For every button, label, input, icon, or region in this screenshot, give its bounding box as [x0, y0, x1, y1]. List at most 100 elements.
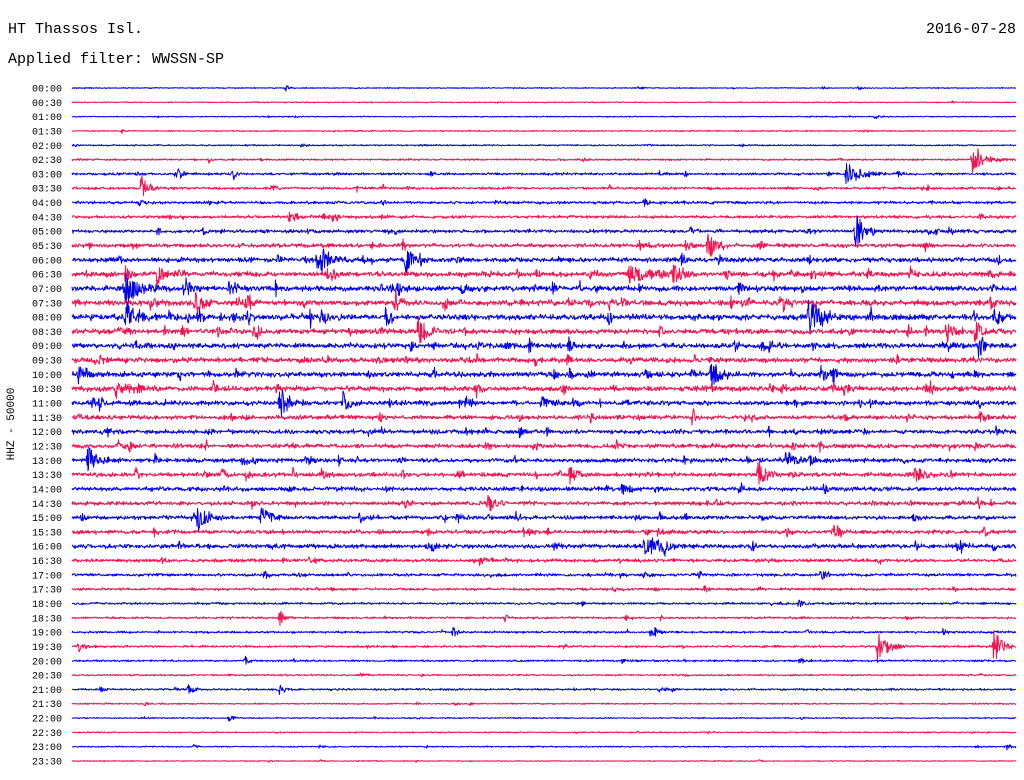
- trace-04-00: [71, 198, 1017, 207]
- trace-05-00: [71, 215, 1017, 247]
- trace-02-00: [71, 143, 1017, 148]
- trace-21-00: [71, 684, 1016, 695]
- trace-00-30: [71, 100, 1017, 104]
- time-label: 17:00: [32, 571, 62, 582]
- trace-16-00: [71, 537, 1017, 557]
- time-label: 14:30: [32, 500, 62, 511]
- trace-18-00: [71, 599, 1017, 608]
- seismogram-traces: [71, 85, 1017, 763]
- trace-19-00: [71, 626, 1017, 637]
- trace-10-30: [71, 379, 1017, 399]
- time-label: 13:30: [32, 471, 62, 482]
- trace-12-00: [71, 425, 1017, 439]
- trace-23-30: [71, 759, 1017, 763]
- time-label: 16:00: [32, 543, 62, 554]
- time-label: 20:30: [32, 672, 62, 683]
- time-label: 13:00: [32, 457, 62, 468]
- time-label: 11:30: [32, 414, 62, 425]
- time-label: 03:00: [32, 170, 62, 181]
- time-label: 18:00: [32, 600, 62, 611]
- time-label: 07:30: [32, 299, 62, 310]
- time-labels: 00:00 00:30 01:00 01:30 02:00 02:30 03:00 03:30…: [32, 85, 62, 769]
- time-label: 09:30: [32, 357, 62, 368]
- time-label: 11:00: [32, 400, 62, 411]
- time-label: 12:00: [32, 428, 62, 439]
- time-label: 18:30: [32, 614, 62, 625]
- trace-01-30: [71, 129, 1017, 134]
- time-label: 20:00: [32, 657, 62, 668]
- trace-13-00: [71, 447, 1017, 472]
- time-label: 00:30: [32, 99, 62, 110]
- time-label: 22:30: [32, 729, 62, 740]
- time-label: 03:30: [32, 185, 62, 196]
- trace-18-30: [71, 610, 1017, 626]
- time-label: 01:00: [32, 113, 62, 124]
- time-label: 08:00: [32, 314, 62, 325]
- trace-10-00: [71, 363, 1017, 387]
- trace-14-30: [71, 494, 1017, 512]
- trace-11-30: [71, 408, 1017, 426]
- time-label: 23:00: [32, 743, 62, 754]
- time-label: 06:00: [32, 256, 62, 267]
- trace-23-00: [71, 744, 1017, 751]
- trace-05-30: [71, 233, 1017, 257]
- trace-22-00: [71, 715, 1017, 722]
- trace-15-30: [71, 524, 1017, 538]
- time-label: 05:30: [32, 242, 62, 253]
- trace-03-30: [71, 175, 1017, 196]
- trace-11-00: [71, 389, 1017, 417]
- time-label: 12:30: [32, 443, 62, 454]
- trace-14-00: [71, 482, 1017, 495]
- time-label: 15:30: [32, 528, 62, 539]
- trace-09-00: [71, 336, 1017, 358]
- time-label: 17:30: [32, 586, 62, 597]
- trace-03-00: [71, 163, 1017, 185]
- trace-06-00: [71, 248, 1017, 276]
- station-title: HT Thassos Isl.: [8, 21, 144, 38]
- trace-20-00: [71, 655, 1017, 665]
- plot-date: 2016-07-28: [925, 21, 1016, 38]
- time-label: 04:00: [32, 199, 62, 210]
- time-label: 10:00: [32, 371, 62, 382]
- trace-22-30: [71, 730, 1016, 735]
- trace-04-30: [71, 211, 1017, 223]
- trace-07-00: [71, 273, 1017, 303]
- y-axis-label: HHZ - 50000: [6, 388, 18, 461]
- time-label: 16:30: [32, 557, 62, 568]
- trace-12-30: [71, 439, 1017, 453]
- time-label: 07:00: [32, 285, 62, 296]
- time-label: 23:30: [32, 758, 62, 769]
- time-label: 06:30: [32, 271, 62, 282]
- time-label: 08:30: [32, 328, 62, 339]
- trace-08-30: [71, 315, 1017, 344]
- time-label: 10:30: [32, 385, 62, 396]
- time-label: 15:00: [32, 514, 62, 525]
- trace-01-00: [71, 115, 1017, 119]
- time-label: 02:00: [32, 142, 62, 153]
- time-label: 05:00: [32, 228, 62, 239]
- time-label: 14:00: [32, 485, 62, 496]
- time-label: 21:00: [32, 686, 62, 697]
- time-label: 19:30: [32, 643, 62, 654]
- time-label: 02:30: [32, 156, 62, 167]
- trace-06-30: [71, 264, 1017, 288]
- trace-00-00: [71, 85, 1016, 92]
- trace-17-30: [71, 585, 1017, 593]
- trace-09-30: [72, 352, 1017, 367]
- trace-15-00: [71, 507, 1017, 533]
- time-label: 04:30: [32, 213, 62, 224]
- trace-07-30: [71, 289, 1017, 315]
- time-label: 01:30: [32, 128, 62, 139]
- time-label: 09:00: [32, 342, 62, 353]
- trace-17-00: [71, 570, 1017, 580]
- trace-02-30: [71, 148, 1016, 174]
- trace-21-30: [71, 701, 1017, 707]
- trace-19-30: [71, 630, 1016, 664]
- time-label: 00:00: [32, 85, 62, 96]
- time-label: 19:00: [32, 629, 62, 640]
- trace-08-00: [71, 299, 1017, 335]
- time-label: 21:30: [32, 700, 62, 711]
- trace-16-30: [71, 556, 1017, 566]
- trace-13-30: [71, 460, 1017, 485]
